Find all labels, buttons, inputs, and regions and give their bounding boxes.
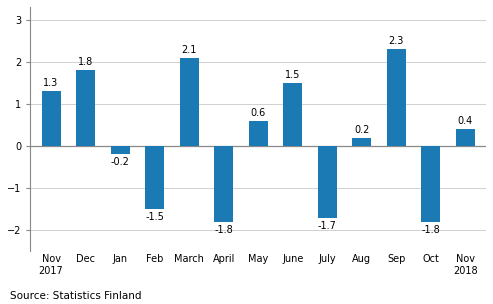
Text: -1.8: -1.8 — [422, 225, 440, 235]
Bar — [110, 146, 130, 154]
Bar — [214, 146, 233, 222]
Text: -0.2: -0.2 — [110, 157, 130, 168]
Text: 2.1: 2.1 — [181, 45, 197, 55]
Bar — [41, 91, 61, 146]
Text: 1.3: 1.3 — [43, 78, 59, 88]
Bar — [283, 83, 302, 146]
Bar — [248, 121, 268, 146]
Text: 2.3: 2.3 — [388, 36, 404, 46]
Bar — [387, 49, 406, 146]
Text: 1.8: 1.8 — [78, 57, 93, 67]
Bar — [352, 138, 371, 146]
Bar — [456, 129, 475, 146]
Text: -1.7: -1.7 — [318, 221, 337, 231]
Bar — [76, 70, 95, 146]
Text: 0.4: 0.4 — [458, 116, 473, 126]
Text: Source: Statistics Finland: Source: Statistics Finland — [10, 291, 141, 301]
Text: -1.5: -1.5 — [145, 212, 164, 222]
Bar — [318, 146, 337, 218]
Text: -1.8: -1.8 — [214, 225, 233, 235]
Text: 0.2: 0.2 — [354, 125, 369, 135]
Bar — [145, 146, 164, 209]
Bar — [422, 146, 440, 222]
Text: 0.6: 0.6 — [250, 108, 266, 118]
Bar — [179, 57, 199, 146]
Text: 1.5: 1.5 — [285, 70, 300, 80]
